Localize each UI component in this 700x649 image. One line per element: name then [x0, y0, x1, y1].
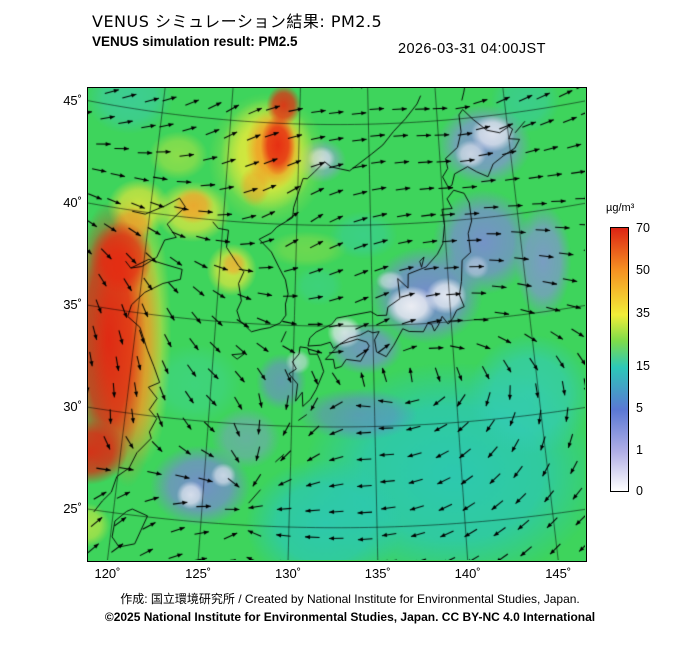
lat-tick-label: 35˚ — [63, 297, 82, 313]
lat-tick-label: 40˚ — [63, 195, 82, 210]
colorbar-tick-label: 15 — [636, 359, 650, 373]
lat-tick-label: 30˚ — [63, 399, 82, 415]
colorbar-tick-label: 70 — [636, 221, 650, 235]
lon-tick-label: 145˚ — [545, 566, 572, 581]
colorbar-tick-label: 1 — [636, 443, 643, 457]
lon-tick-label: 125˚ — [185, 566, 212, 581]
colorbar-tick-label: 50 — [636, 263, 650, 277]
copyright-text: ©2025 National Institute for Environment… — [104, 610, 596, 624]
datetime-label: 2026-03-31 04:00JST — [398, 41, 546, 57]
colorbar-unit-label: µg/m³ — [606, 202, 635, 214]
colorbar-gradient — [610, 227, 629, 492]
lat-tick-label: 45˚ — [63, 92, 82, 108]
map-canvas — [88, 88, 585, 560]
colorbar-tick-label: 35 — [636, 306, 650, 320]
colorbar-tick-label: 0 — [636, 484, 643, 498]
title-japanese: VENUS シミュレーション結果: PM2.5 — [92, 12, 383, 31]
lon-tick-label: 140˚ — [454, 566, 481, 581]
lon-tick-label: 130˚ — [275, 566, 302, 581]
colorbar-tick-label: 5 — [636, 401, 643, 415]
lon-tick-label: 135˚ — [364, 566, 391, 581]
attribution-text: 作成: 国立環境研究所 / Created by National Instit… — [120, 592, 580, 606]
lon-tick-label: 120˚ — [94, 566, 121, 581]
map-frame — [87, 87, 587, 562]
title-english: VENUS simulation result: PM2.5 — [92, 34, 298, 49]
lat-tick-label: 25˚ — [63, 501, 82, 517]
